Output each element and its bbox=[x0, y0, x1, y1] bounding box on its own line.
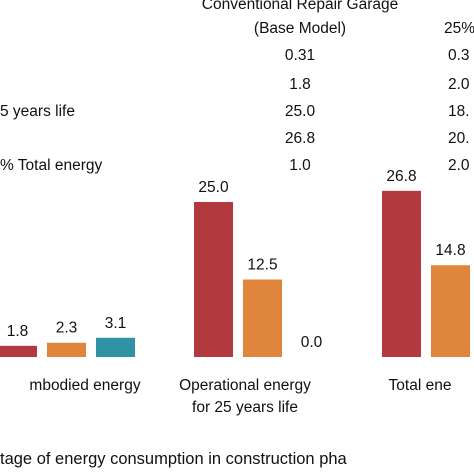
category-label: Operational energy bbox=[179, 377, 311, 394]
table-cell-right: 18. bbox=[448, 103, 470, 120]
bar bbox=[96, 337, 135, 357]
bar-value-label: 1.8 bbox=[7, 323, 29, 340]
bar bbox=[243, 279, 282, 357]
table-cell-base: 1.8 bbox=[289, 76, 311, 93]
table-row-label: 5 years life bbox=[0, 103, 75, 120]
table-header-right: 25% bbox=[444, 20, 474, 37]
table-cell-base: 0.31 bbox=[284, 47, 316, 64]
bar bbox=[194, 202, 233, 357]
table-header-base-line1: Conventional Repair Garage bbox=[201, 0, 399, 13]
category-label: for 25 years life bbox=[192, 399, 298, 416]
bar bbox=[431, 265, 470, 357]
table-cell-base: 1.0 bbox=[289, 157, 311, 174]
table-cell-base: 25.0 bbox=[284, 103, 316, 120]
table-row-label: % Total energy bbox=[0, 157, 103, 174]
table-header-base-line2: (Base Model) bbox=[253, 20, 347, 37]
bar-value-label: 3.1 bbox=[105, 315, 127, 332]
table-cell-right: 2.0 bbox=[448, 157, 470, 174]
bar bbox=[0, 345, 37, 357]
figure-caption: tage of energy consumption in constructi… bbox=[0, 450, 347, 468]
bar-value-label: 26.8 bbox=[386, 168, 416, 185]
bar-value-label: 0.0 bbox=[301, 334, 323, 351]
table-cell-base: 26.8 bbox=[284, 130, 316, 147]
category-label: mbodied energy bbox=[29, 377, 140, 394]
bar-value-label: 14.8 bbox=[435, 242, 465, 259]
bar-value-label: 12.5 bbox=[247, 257, 277, 274]
table-cell-right: 20. bbox=[448, 130, 470, 147]
bar-value-label: 2.3 bbox=[56, 320, 78, 337]
table-cell-right: 2.0 bbox=[448, 76, 470, 93]
table-cell-right: 0.3 bbox=[448, 47, 470, 64]
bar bbox=[382, 190, 421, 357]
category-label: Total ene bbox=[389, 377, 452, 394]
bar bbox=[47, 342, 86, 357]
bar-value-label: 25.0 bbox=[198, 179, 229, 196]
